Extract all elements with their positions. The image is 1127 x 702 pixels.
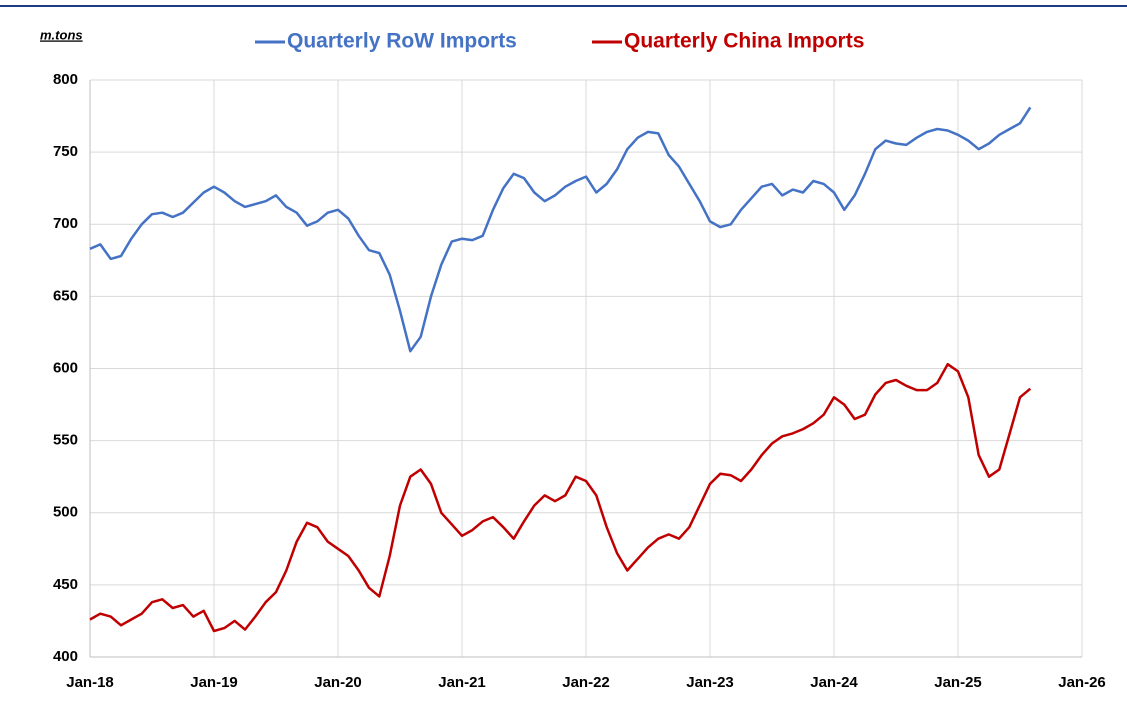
x-tick-label: Jan-25 (934, 674, 982, 691)
y-tick-label: 400 (53, 648, 78, 665)
x-tick-label: Jan-20 (314, 674, 362, 691)
x-tick-label: Jan-26 (1058, 674, 1106, 691)
unit-label: m.tons (40, 27, 83, 42)
y-tick-label: 800 (53, 71, 78, 88)
x-tick-label: Jan-22 (562, 674, 610, 691)
y-tick-label: 450 (53, 576, 78, 593)
series-line (89, 362, 1032, 633)
y-tick-label: 550 (53, 432, 78, 449)
y-tick-label: 500 (53, 504, 78, 521)
legend-label: Quarterly China Imports (624, 30, 864, 53)
y-tick-label: 600 (53, 359, 78, 376)
x-tick-label: Jan-24 (810, 674, 858, 691)
y-tick-label: 650 (53, 287, 78, 304)
series-line (89, 106, 1032, 353)
x-tick-label: Jan-21 (438, 674, 486, 691)
x-tick-label: Jan-23 (686, 674, 734, 691)
legend-label: Quarterly RoW Imports (287, 30, 517, 53)
y-tick-label: 700 (53, 215, 78, 232)
x-tick-label: Jan-18 (66, 674, 114, 691)
y-tick-label: 750 (53, 143, 78, 160)
x-tick-label: Jan-19 (190, 674, 238, 691)
